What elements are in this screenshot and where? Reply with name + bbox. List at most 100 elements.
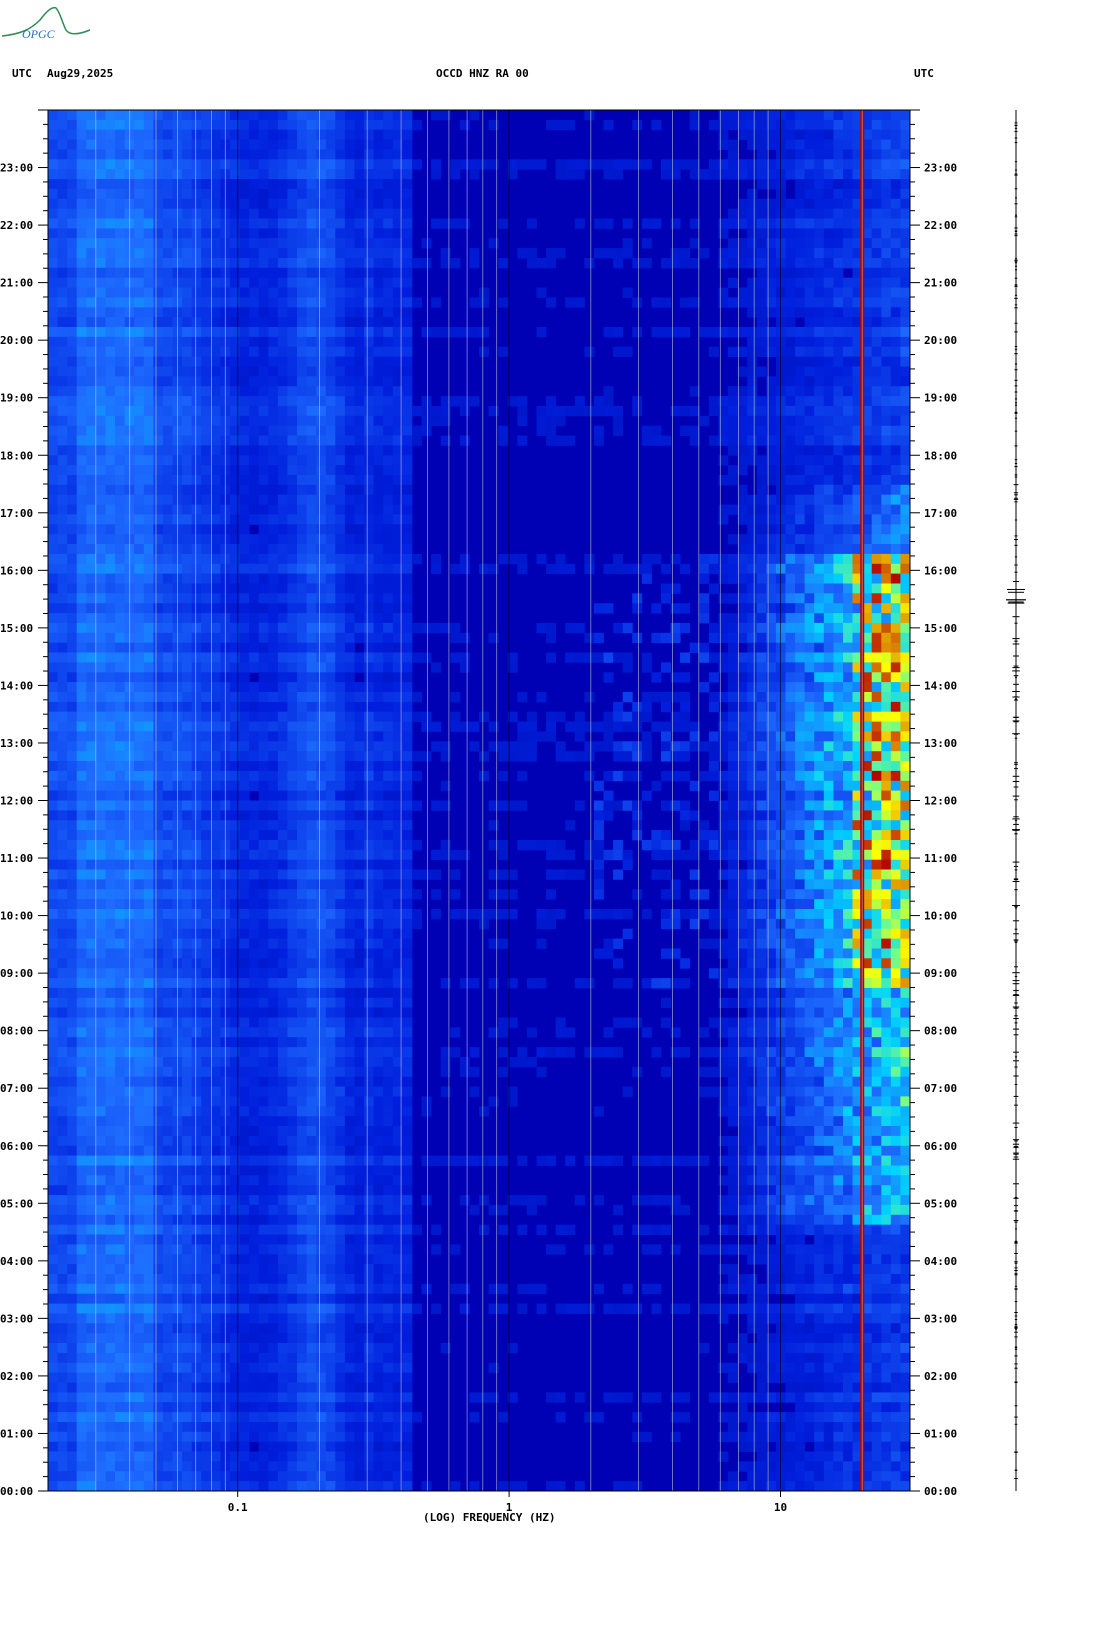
spectrogram-cell xyxy=(890,563,901,575)
spectrogram-cell xyxy=(277,238,288,249)
spectrogram-cell xyxy=(143,780,154,792)
spectrogram-cell xyxy=(230,415,240,427)
spectrogram-cell xyxy=(737,198,748,210)
spectrogram-cell xyxy=(162,613,173,624)
spectrogram-cell xyxy=(239,514,250,525)
spectrogram-cell xyxy=(182,632,193,644)
spectrogram-cell xyxy=(383,287,394,298)
spectrogram-cell xyxy=(795,169,806,180)
spectrogram-cell xyxy=(306,573,317,584)
spectrogram-cell xyxy=(392,573,403,584)
spectrogram-cell xyxy=(814,731,825,742)
spectrogram-cell xyxy=(756,208,767,219)
spectrogram-cell xyxy=(622,287,633,298)
spectrogram-cell xyxy=(881,672,892,683)
spectrogram-cell xyxy=(412,119,422,131)
spectrogram-cell xyxy=(230,514,240,525)
spectrogram-cell xyxy=(297,277,307,288)
spectrogram-cell xyxy=(392,356,403,367)
spectrogram-cell xyxy=(766,810,777,821)
spectrogram-cell xyxy=(383,721,394,732)
spectrogram-cell xyxy=(230,366,240,377)
spectrogram-cell xyxy=(890,573,901,584)
spectrogram-cell xyxy=(364,169,375,180)
spectrogram-cell xyxy=(766,652,777,663)
spectrogram-cell xyxy=(249,475,260,486)
spectrogram-cell xyxy=(498,425,509,436)
spectrogram-cell xyxy=(392,386,403,397)
spectrogram-cell xyxy=(871,327,882,338)
spectrogram-cell xyxy=(335,820,346,831)
spectrogram-cell xyxy=(201,425,212,436)
spectrogram-cell xyxy=(871,396,882,407)
spectrogram-cell xyxy=(421,238,432,249)
spectrogram-cell xyxy=(823,761,834,772)
spectrogram-cell xyxy=(392,534,403,545)
spectrogram-cell xyxy=(613,159,624,170)
spectrogram-cell xyxy=(402,514,413,525)
spectrogram-cell xyxy=(325,188,336,200)
spectrogram-cell xyxy=(833,613,844,624)
spectrogram-cell xyxy=(364,455,375,466)
spectrogram-cell xyxy=(459,327,470,338)
spectrogram-cell xyxy=(335,159,346,170)
spectrogram-cell xyxy=(143,524,154,535)
spectrogram-cell xyxy=(843,642,853,653)
spectrogram-cell xyxy=(249,396,260,407)
spectrogram-cell xyxy=(344,780,355,792)
spectrogram-cell xyxy=(383,346,394,357)
spectrogram-cell xyxy=(258,198,269,210)
spectrogram-cell xyxy=(383,366,394,377)
spectrogram-cell xyxy=(823,307,834,318)
spectrogram-cell xyxy=(354,563,365,575)
spectrogram-cell xyxy=(57,484,68,496)
spectrogram-cell xyxy=(747,603,758,614)
spectrogram-cell xyxy=(335,593,346,604)
spectrogram-cell xyxy=(76,780,87,792)
spectrogram-cell xyxy=(316,198,327,210)
spectrogram-cell xyxy=(833,672,844,683)
spectrogram-cell xyxy=(890,534,901,545)
spectrogram-cell xyxy=(565,297,576,308)
spectrogram-cell xyxy=(373,139,384,150)
spectrogram-cell xyxy=(795,336,806,348)
spectrogram-cell xyxy=(862,800,873,811)
spectrogram-cell xyxy=(450,258,461,269)
spectrogram-cell xyxy=(287,110,298,121)
spectrogram-cell xyxy=(871,415,882,427)
spectrogram-cell xyxy=(881,504,892,515)
spectrogram-cell xyxy=(795,494,806,505)
spectrogram-cell xyxy=(421,258,432,269)
spectrogram-cell xyxy=(230,859,240,870)
spectrogram-cell xyxy=(804,810,815,821)
spectrogram-cell xyxy=(546,622,556,634)
spectrogram-cell xyxy=(699,820,710,831)
spectrogram-cell xyxy=(344,859,355,870)
spectrogram-cell xyxy=(105,563,116,575)
spectrogram-cell xyxy=(335,228,346,239)
spectrogram-cell xyxy=(153,179,164,190)
spectrogram-cell xyxy=(881,721,892,732)
spectrogram-cell xyxy=(162,287,173,298)
spectrogram-cell xyxy=(153,534,164,545)
spectrogram-cell xyxy=(249,356,260,367)
spectrogram-cell xyxy=(249,859,260,870)
spectrogram-cell xyxy=(344,731,355,742)
spectrogram-cell xyxy=(718,573,729,584)
spectrogram-cell xyxy=(565,820,576,831)
spectrogram-cell xyxy=(383,356,394,367)
spectrogram-cell xyxy=(392,613,403,624)
spectrogram-cell xyxy=(76,119,87,131)
spectrogram-cell xyxy=(249,770,260,782)
spectrogram-cell xyxy=(622,248,633,259)
spectrogram-cell xyxy=(115,139,125,150)
spectrogram-cell xyxy=(67,258,78,269)
spectrogram-cell xyxy=(344,287,355,298)
spectrogram-cell xyxy=(162,149,173,160)
spectrogram-cell xyxy=(210,711,221,722)
spectrogram-cell xyxy=(287,159,298,170)
spectrogram-cell xyxy=(153,297,164,308)
spectrogram-cell xyxy=(325,692,336,703)
spectrogram-cell xyxy=(785,869,796,880)
spectrogram-cell xyxy=(67,780,78,792)
